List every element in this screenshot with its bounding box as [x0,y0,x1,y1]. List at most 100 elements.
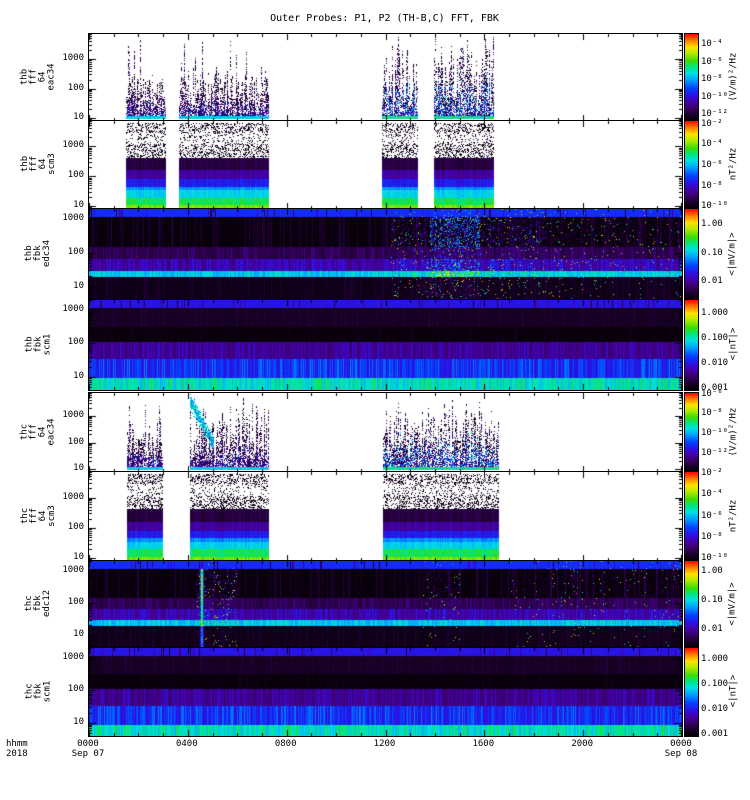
plot-title: Outer Probes: P1, P2 (TH-B,C) FFT, FBK [270,13,499,24]
colorbar-tick-label: 10⁻¹² [701,447,729,458]
panel-ylabel-thb-fff-scm3: thb fff 64 scm3 [14,120,64,208]
colorbar-thb-fff-scm3 [684,120,699,210]
x-tick-label-2000: 2000 [550,739,614,749]
y-tick-label: 100 [67,170,84,181]
x-tick-time: 0800 [274,739,297,749]
x-tick-label-0000-sep07: 0000 Sep 07 [56,739,120,759]
corner-format: hhmm [6,739,28,749]
colorbar-thb-fbk-edc34 [684,208,699,301]
colorbar-unit-thc-fff-eac34: (V/m)²/Hz [728,407,738,456]
colorbar-tick-label: 10⁻⁸ [701,74,723,85]
colorbar-tick-label: 0.100 [701,679,729,690]
spectrogram-canvas-thc-fff-eac34 [89,393,682,472]
spectrogram-canvas-thc-fbk-edc12 [89,561,682,648]
spectrogram-canvas-thb-fff-scm3 [89,121,682,209]
x-tick-date: Sep 08 [664,749,698,759]
x-tick-label-0000-sep08: 0000 Sep 08 [649,739,713,759]
colorbar-tick-label: 10⁻⁶ [701,159,723,170]
x-tick-time: 2000 [571,739,594,749]
x-tick-time: 0000 [77,739,99,749]
y-tick-label: 10 [73,370,84,381]
colorbar-unit-thb-fff-eac34: (V/m)²/Hz [728,52,738,101]
y-tick-label: 100 [67,596,84,607]
colorbar-thb-fbk-scm1 [684,299,699,391]
y-tick-label: 10 [73,552,84,563]
y-tick-label: 10 [73,717,84,727]
colorbar-tick-label: 10⁻² [701,118,723,129]
panel-thb-fff-scm3 [88,120,683,210]
y-tick-label: 1000 [62,651,84,662]
y-tick-label: 10 [73,629,84,640]
colorbar-tick-label: 10⁻⁶ [701,510,723,521]
colorbar-unit-thc-fbk-edc12: <|mV/m|> [728,581,739,626]
colorbar-thc-fbk-scm1 [684,647,699,737]
panel-thb-fbk-scm1 [88,299,683,391]
y-tick-label: 10 [73,112,84,122]
colorbar-tick-label: 0.010 [701,358,729,369]
colorbar-tick-label: 10⁻⁶ [701,388,723,399]
x-tick-label-1200: 1200 [353,739,417,749]
panel-thb-fff-eac34 [88,33,683,122]
x-tick-time: 0000 [670,739,692,749]
colorbar-unit-thc-fbk-scm1: <|nT|> [728,674,739,708]
colorbar-unit-thb-fbk-edc34: <|mV/m|> [728,231,739,276]
y-tick-label: 1000 [62,304,84,315]
panel-thc-fbk-scm1 [88,647,683,737]
panel-thc-fff-scm3 [88,471,683,562]
y-tick-label: 1000 [62,564,84,575]
y-tick-label: 100 [67,337,84,348]
colorbar-tick-label: 10⁻⁴ [701,139,723,150]
colorbar-tick-label: 0.010 [701,704,729,715]
colorbar-thc-fff-eac34 [684,392,699,473]
spectrogram-canvas-thc-fff-scm3 [89,472,682,561]
colorbar-tick-label: 10⁻¹⁰ [701,201,729,212]
panel-thc-fff-eac34 [88,392,683,473]
colorbar-tick-label: 10⁻⁴ [701,489,723,500]
colorbar-tick-label: 10⁻¹⁰ [701,91,729,102]
colorbar-tick-label: 10⁻¹⁰ [701,553,729,564]
colorbar-tick-label: 10⁻⁸ [701,408,723,419]
colorbar-tick-label: 1.000 [701,308,729,319]
y-tick-label: 100 [67,521,84,532]
colorbar-unit-thb-fbk-scm1: <|nT|> [728,327,739,361]
panel-thc-fbk-edc12 [88,560,683,649]
colorbar-tick-label: 0.01 [701,623,723,634]
colorbar-thc-fff-scm3 [684,471,699,562]
panel-ylabel-thc-fff-scm3: thc fff 64 scm3 [14,471,64,560]
colorbar-tick-label: 1.00 [701,566,723,577]
colorbar-tick-label: 0.10 [701,595,723,605]
y-tick-label: 100 [67,82,84,93]
colorbar-unit-thb-fff-scm3: nT²/Hz [728,147,739,181]
y-tick-label: 10 [73,463,84,474]
corner-year: 2018 [6,749,28,759]
x-tick-label-0400: 0400 [155,739,219,749]
panel-thb-fbk-edc34 [88,208,683,301]
y-tick-label: 10 [73,280,84,291]
y-tick-label: 1000 [62,409,84,420]
y-tick-label: 1000 [62,213,84,224]
x-tick-label-1600: 1600 [451,739,515,749]
colorbar-tick-label: 10⁻² [701,467,723,478]
colorbar-tick-label: 0.001 [701,382,729,393]
colorbar-tick-label: 10⁻¹⁰ [701,428,729,439]
time-axis-corner-label: hhmm 2018 [6,739,66,759]
x-tick-time: 0400 [175,739,198,749]
colorbar-tick-label: 10⁻⁸ [701,531,723,542]
y-tick-label: 100 [67,436,84,447]
y-tick-label: 1000 [62,491,84,502]
colorbar-tick-label: 1.00 [701,219,723,230]
colorbar-tick-label: 10⁻⁶ [701,56,723,67]
colorbar-tick-label: 1.000 [701,654,729,665]
panel-ylabel-thb-fff-eac34: thb fff 64 eac34 [14,33,64,120]
x-tick-label-0800: 0800 [254,739,318,749]
spectrogram-canvas-thc-fbk-scm1 [89,648,682,736]
spectrogram-canvas-thb-fff-eac34 [89,34,682,121]
y-tick-label: 1000 [62,53,84,63]
x-tick-time: 1600 [472,739,495,749]
colorbar-tick-label: 0.001 [701,729,729,739]
y-tick-label: 100 [67,684,84,695]
panel-ylabel-thc-fff-eac34: thc fff 64 eac34 [14,392,64,471]
spectrogram-canvas-thb-fbk-scm1 [89,300,682,390]
colorbar-tick-label: 0.01 [701,275,723,286]
